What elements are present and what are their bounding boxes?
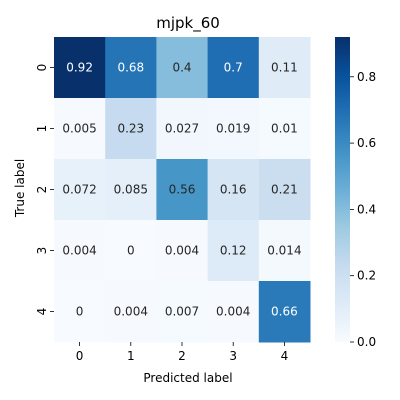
- cell-value-label: 0.005: [62, 122, 96, 136]
- cell-value-label: 0.072: [62, 183, 96, 197]
- heatmap-cell: [54, 37, 106, 99]
- cell-value-label: 0.92: [66, 61, 93, 75]
- colorbar-tick-label: 0.2: [357, 269, 376, 283]
- cell-value-label: 0: [127, 244, 135, 258]
- cell-value-label: 0.01: [271, 122, 298, 136]
- cell-value-label: 0.004: [165, 244, 199, 258]
- x-tick-label: 1: [127, 349, 135, 363]
- heatmap-cell: [105, 98, 157, 160]
- heatmap-cell: [207, 98, 260, 160]
- heatmap-cell: [207, 281, 260, 343]
- heatmap-cell: [258, 98, 311, 160]
- y-tick-label: 2: [35, 186, 49, 194]
- heatmap-cell: [105, 281, 157, 343]
- y-axis-ticks: 0 1 2 3 4: [35, 64, 54, 316]
- y-tick-label: 1: [35, 125, 49, 133]
- x-tick-label: 3: [229, 349, 237, 363]
- cell-value-label: 0.4: [172, 61, 191, 75]
- colorbar-tick-label: 0.0: [357, 335, 376, 349]
- heatmap-cells: 0.92 0.68 0.4 0.7 0.11 0.005 0.23 0.027 0.019 0.0…: [54, 37, 311, 343]
- heatmap-cell: [258, 159, 311, 221]
- y-tick-label: 4: [35, 308, 49, 316]
- cell-value-label: 0.019: [216, 122, 250, 136]
- cell-value-label: 0: [76, 305, 84, 319]
- cell-value-label: 0.007: [165, 305, 199, 319]
- heatmap-cell: [258, 281, 311, 343]
- heatmap-cell: [156, 159, 209, 221]
- colorbar-ticks: 0.0 0.2 0.4 0.6 0.8: [350, 70, 376, 349]
- x-tick-label: 0: [76, 349, 84, 363]
- heatmap-cell: [54, 281, 106, 343]
- cell-value-label: 0.004: [216, 305, 250, 319]
- heatmap-cell: [156, 281, 209, 343]
- cell-value-label: 0.21: [271, 183, 298, 197]
- heatmap-cell: [207, 159, 260, 221]
- colorbar-tick-label: 0.4: [357, 202, 376, 216]
- x-axis-label: Predicted label: [143, 371, 232, 385]
- cell-value-label: 0.014: [267, 244, 301, 258]
- cell-value-label: 0.12: [220, 244, 247, 258]
- cell-value-label: 0.085: [114, 183, 148, 197]
- heatmap-cell: [207, 37, 260, 99]
- heatmap-cell: [207, 220, 260, 282]
- y-axis-label: True label: [13, 159, 27, 218]
- x-axis-ticks: 0 1 2 3 4: [76, 342, 288, 363]
- heatmap-cell: [156, 98, 209, 160]
- colorbar-tick-label: 0.8: [357, 70, 376, 84]
- heatmap-cell: [156, 37, 209, 99]
- cell-value-label: 0.004: [114, 305, 148, 319]
- y-tick-label: 0: [35, 64, 49, 72]
- cell-value-label: 0.004: [62, 244, 96, 258]
- cell-value-label: 0.11: [271, 61, 298, 75]
- heatmap-cell: [258, 37, 311, 99]
- colorbar: [335, 37, 350, 342]
- cell-value-label: 0.66: [271, 305, 298, 319]
- cell-value-label: 0.027: [165, 122, 199, 136]
- cell-value-label: 0.56: [169, 183, 196, 197]
- cell-value-label: 0.23: [117, 122, 144, 136]
- heatmap-cell: [54, 220, 106, 282]
- heatmap-cell: [105, 220, 157, 282]
- heatmap-cell: [258, 220, 311, 282]
- x-tick-label: 2: [178, 349, 186, 363]
- y-tick-label: 3: [35, 247, 49, 255]
- chart-title: mjpk_60: [156, 14, 220, 33]
- colorbar-tick-label: 0.6: [357, 136, 376, 150]
- cell-value-label: 0.7: [224, 61, 243, 75]
- cell-value-label: 0.68: [117, 61, 144, 75]
- heatmap-cell: [105, 159, 157, 221]
- heatmap-cell: [156, 220, 209, 282]
- x-tick-label: 4: [281, 349, 289, 363]
- heatmap-cell: [105, 37, 157, 99]
- cell-value-label: 0.16: [220, 183, 247, 197]
- heatmap-cell: [54, 159, 106, 221]
- heatmap-cell: [54, 98, 106, 160]
